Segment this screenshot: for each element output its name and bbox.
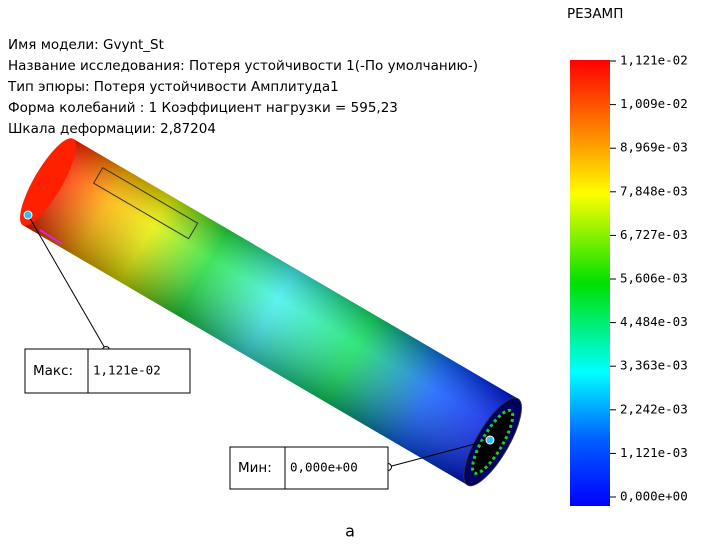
caption: а [345, 522, 355, 541]
legend: РЕЗАМП 1,121e-02 1,009e-02 8,969e-03 7,848e… [567, 6, 688, 506]
legend-label: 2,242e-03 [620, 401, 688, 416]
legend-label: 7,848e-03 [620, 183, 688, 198]
legend-label: 3,363e-03 [620, 358, 688, 373]
color-scale [570, 60, 610, 506]
legend-label: 4,484e-03 [620, 314, 688, 329]
info-line: Шкала деформации: 2,87204 [8, 121, 216, 137]
max-value: 1,121e-02 [93, 363, 161, 378]
screenshot: Имя модели: Gvynt_St Название исследован… [0, 0, 701, 544]
legend-label: 8,969e-03 [620, 140, 688, 155]
cylinder-shade [23, 139, 518, 485]
cylinder [11, 132, 532, 493]
marker [486, 436, 494, 444]
legend-label: 1,121e-02 [620, 53, 688, 68]
min-box: Мин: 0,000e+00 [230, 447, 388, 489]
marker [24, 211, 32, 219]
info-line: Тип эпюры: Потеря устойчивости Амплитуда… [7, 79, 339, 95]
info-line: Название исследования: Потеря устойчивос… [8, 58, 478, 74]
max-label: Макс: [33, 363, 73, 379]
legend-label: 5,606e-03 [620, 271, 688, 286]
legend-label: 1,009e-02 [620, 96, 688, 111]
max-box: Макс: 1,121e-02 [25, 349, 190, 393]
info-text: Имя модели: Gvynt_St Название исследован… [7, 37, 478, 137]
info-line: Имя модели: Gvynt_St [8, 37, 164, 53]
info-line: Форма колебаний : 1 Коэффициент нагрузки… [8, 100, 398, 116]
legend-label: 6,727e-03 [620, 227, 688, 242]
legend-label: 1,121e-03 [620, 445, 688, 460]
legend-label: 0,000e+00 [620, 489, 688, 504]
legend-title: РЕЗАМП [567, 6, 623, 22]
min-label: Мин: [238, 460, 272, 476]
min-value: 0,000e+00 [290, 460, 358, 475]
